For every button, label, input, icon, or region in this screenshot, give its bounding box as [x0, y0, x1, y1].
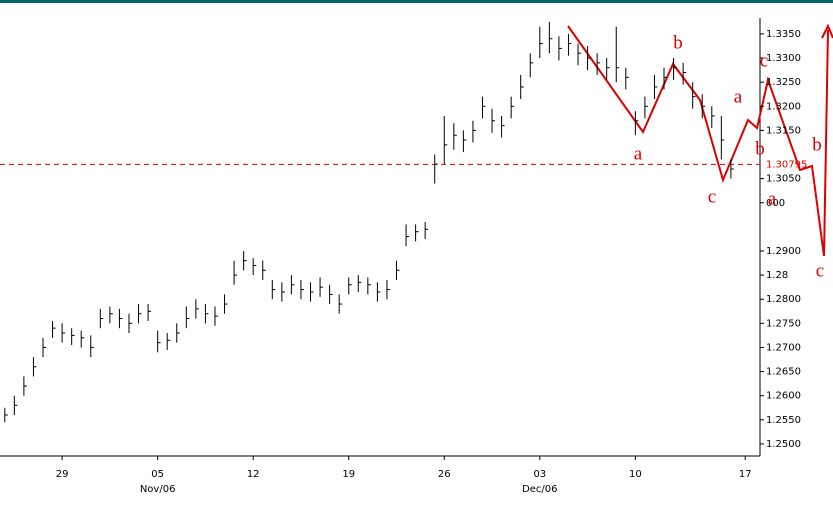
- y-tick-label: 1.2750: [766, 318, 801, 329]
- x-tick-label: 10: [629, 469, 642, 480]
- x-tick-label: 12: [247, 469, 260, 480]
- y-tick-label: 1.2900: [766, 246, 801, 257]
- x-tick-label: 26: [438, 469, 451, 480]
- arrow-head: [821, 23, 833, 39]
- wave-label: c: [760, 50, 768, 71]
- wave-annotation: [567, 25, 829, 257]
- y-tick-label: 1.3200: [766, 101, 801, 112]
- wave-label: a: [734, 86, 743, 107]
- y-tick-label: 1.2550: [766, 415, 801, 426]
- wave-label: c: [816, 260, 824, 281]
- y-tick-label: 1.2700: [766, 342, 801, 353]
- y-tick-label: 1.2800: [766, 294, 801, 305]
- y-tick-label: 1.3250: [766, 77, 801, 88]
- x-tick-label: 19: [342, 469, 355, 480]
- y-tick-label: 000: [766, 198, 785, 209]
- wave-label: a: [768, 188, 777, 209]
- wave-label: a: [634, 143, 643, 164]
- x-tick-label: 03: [533, 469, 546, 480]
- y-tick-label: 1.2600: [766, 391, 801, 402]
- y-tick-label: 1.28: [766, 270, 788, 281]
- y-tick-label: 1.3300: [766, 53, 801, 64]
- x-tick-label: 05: [151, 469, 164, 480]
- x-tick-label: 29: [56, 469, 69, 480]
- x-month-label: Dec/06: [522, 484, 557, 495]
- wave-label: b: [812, 134, 822, 155]
- y-tick-label: 1.2500: [766, 439, 801, 450]
- x-tick-label: 17: [739, 469, 752, 480]
- y-tick-label: 1.3350: [766, 29, 801, 40]
- y-tick-label: 1.3150: [766, 125, 801, 136]
- top-bar: [0, 0, 833, 3]
- reference-label: 1.30795: [766, 159, 807, 170]
- wave-label: b: [755, 138, 765, 159]
- wave-label: b: [673, 32, 683, 53]
- y-tick-label: 1.3050: [766, 174, 801, 185]
- wave-label: c: [708, 186, 716, 207]
- x-month-label: Nov/06: [140, 484, 176, 495]
- y-tick-label: 1.2650: [766, 367, 801, 378]
